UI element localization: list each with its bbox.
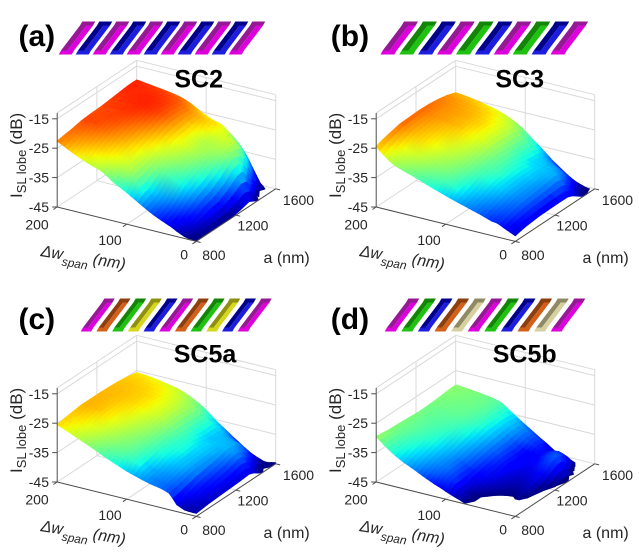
svg-text:1600: 1600 — [283, 467, 314, 483]
svg-text:(b): (b) — [331, 20, 369, 53]
svg-text:800: 800 — [202, 247, 226, 263]
svg-text:1200: 1200 — [237, 493, 268, 509]
svg-text:a (nm): a (nm) — [264, 250, 310, 267]
svg-text:-45: -45 — [348, 474, 368, 490]
svg-text:-35: -35 — [348, 445, 368, 461]
svg-text:(c): (c) — [19, 303, 56, 336]
svg-text:200: 200 — [25, 492, 49, 508]
svg-text:SC2: SC2 — [174, 66, 223, 94]
svg-text:-15: -15 — [348, 386, 368, 402]
svg-text:800: 800 — [521, 522, 545, 538]
svg-text:-25: -25 — [348, 415, 368, 431]
svg-text:1600: 1600 — [602, 467, 633, 483]
svg-text:800: 800 — [521, 247, 545, 263]
svg-text:a (nm): a (nm) — [583, 250, 629, 267]
svg-text:200: 200 — [344, 492, 368, 508]
svg-text:a (nm): a (nm) — [264, 525, 310, 542]
svg-text:100: 100 — [98, 507, 122, 523]
svg-text:1600: 1600 — [283, 192, 314, 208]
svg-text:0: 0 — [499, 247, 507, 263]
svg-text:0: 0 — [499, 522, 507, 538]
svg-text:100: 100 — [417, 507, 441, 523]
svg-text:-45: -45 — [29, 474, 49, 490]
svg-text:-45: -45 — [29, 199, 49, 215]
svg-text:-25: -25 — [29, 140, 49, 156]
svg-text:100: 100 — [417, 232, 441, 248]
svg-text:-25: -25 — [29, 415, 49, 431]
svg-text:-45: -45 — [348, 199, 368, 215]
svg-text:0: 0 — [180, 247, 188, 263]
svg-text:-15: -15 — [29, 386, 49, 402]
svg-text:-15: -15 — [348, 111, 368, 127]
svg-text:-35: -35 — [348, 170, 368, 186]
svg-text:a (nm): a (nm) — [583, 525, 629, 542]
svg-text:1200: 1200 — [556, 493, 587, 509]
svg-text:(d): (d) — [331, 303, 369, 336]
svg-text:100: 100 — [98, 232, 122, 248]
svg-text:0: 0 — [180, 522, 188, 538]
svg-text:1200: 1200 — [556, 218, 587, 234]
svg-text:-35: -35 — [29, 170, 49, 186]
svg-text:-25: -25 — [348, 140, 368, 156]
svg-text:SC5b: SC5b — [493, 341, 557, 369]
svg-text:-35: -35 — [29, 445, 49, 461]
svg-text:SC5a: SC5a — [174, 341, 238, 369]
svg-text:800: 800 — [202, 522, 226, 538]
svg-text:SC3: SC3 — [495, 66, 544, 94]
svg-text:ISL lobe (dB): ISL lobe (dB) — [7, 113, 29, 198]
svg-text:200: 200 — [25, 217, 49, 233]
svg-text:1600: 1600 — [602, 192, 633, 208]
svg-text:200: 200 — [344, 217, 368, 233]
svg-text:(a): (a) — [19, 20, 56, 53]
svg-text:-15: -15 — [29, 111, 49, 127]
svg-text:1200: 1200 — [237, 218, 268, 234]
